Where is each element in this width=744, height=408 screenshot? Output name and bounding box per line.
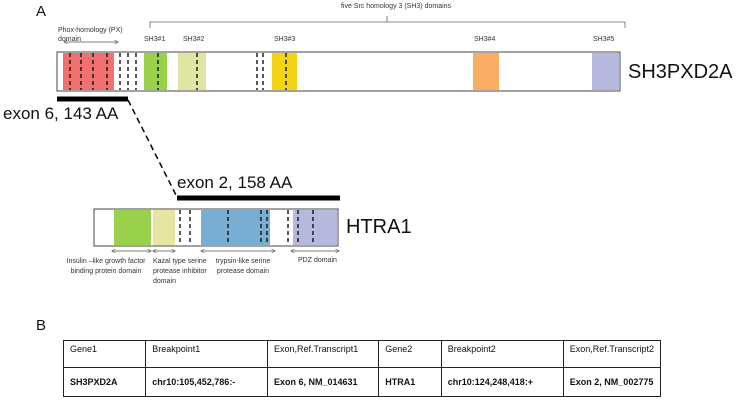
- sh3-4-label: SH3#4: [474, 36, 496, 43]
- header-gene1: Gene1: [62, 340, 147, 368]
- kazal-domain-label: Kazal type serine protease inhibitor dom…: [153, 258, 207, 285]
- exon6-label: exon 6, 143 AA: [3, 104, 119, 123]
- sh3-group-label: five Src homology 3 (SH3) domains: [340, 3, 452, 10]
- sh3pxd2a-exon-boundaries: [69, 53, 287, 90]
- header-exon-transcript2: Exon,Ref.Transcript2: [562, 340, 662, 368]
- header-exon-transcript1: Exon,Ref.Transcript1: [266, 340, 380, 368]
- cell-breakpoint1: chr10:105,452,786:-: [145, 367, 268, 397]
- trypsin-domain-label: trypsin-like serine protease domain: [215, 258, 271, 275]
- sh3pxd2a-gene-name: SH3PXD2A: [628, 61, 733, 83]
- cell-exon-transcript1: Exon 6, NM_014631: [266, 367, 380, 397]
- panel-a-label: A: [36, 3, 47, 20]
- table-header-row: Gene1 Breakpoint1 Exon,Ref.Transcript1 G…: [62, 340, 662, 368]
- exon2-label: exon 2, 158 AA: [177, 173, 293, 192]
- sh3-1-domain: [144, 53, 167, 90]
- trypsin-domain: [201, 210, 270, 245]
- kazal-domain: [153, 210, 175, 245]
- igf-domain: [114, 210, 151, 245]
- sh3-4-domain: [473, 53, 499, 90]
- fusion-table: Gene1 Breakpoint1 Exon,Ref.Transcript1 G…: [62, 340, 662, 397]
- cell-gene2: HTRA1: [378, 367, 442, 397]
- cell-breakpoint2: chr10:124,248,418:+: [440, 367, 564, 397]
- sh3-1-label: SH3#1: [144, 36, 166, 43]
- sh3-2-label: SH3#2: [183, 36, 205, 43]
- pdz-domain-label: PDZ domain: [298, 257, 337, 264]
- header-breakpoint1: Breakpoint1: [145, 340, 268, 368]
- px-domain-label: Phox-homology (PX) domain: [58, 27, 123, 43]
- sh3-3-label: SH3#3: [274, 36, 296, 43]
- sh3-5-domain: [592, 53, 619, 90]
- table-row: SH3PXD2A chr10:105,452,786:- Exon 6, NM_…: [62, 367, 662, 397]
- igf-domain-label: Insulin –like growth factor binding prot…: [66, 258, 146, 275]
- sh3pxd2a-protein-bar: [56, 51, 621, 92]
- header-breakpoint2: Breakpoint2: [440, 340, 564, 368]
- pdz-domain: [293, 210, 337, 245]
- fusion-connector: [127, 99, 178, 198]
- panel-b-label: B: [36, 317, 47, 334]
- cell-gene1: SH3PXD2A: [62, 367, 147, 397]
- htra1-exon-boundaries: [179, 210, 314, 245]
- sh3-group-bracket: [149, 16, 626, 28]
- sh3-3-domain: [272, 53, 297, 90]
- fusion-diagram: [56, 16, 626, 330]
- sh3-2-domain: [178, 53, 206, 90]
- cell-exon-transcript2: Exon 2, NM_002775: [562, 367, 662, 397]
- header-gene2: Gene2: [378, 340, 442, 368]
- px-domain: [63, 53, 114, 90]
- sh3-5-label: SH3#5: [593, 36, 615, 43]
- htra1-gene-name: HTRA1: [346, 216, 412, 238]
